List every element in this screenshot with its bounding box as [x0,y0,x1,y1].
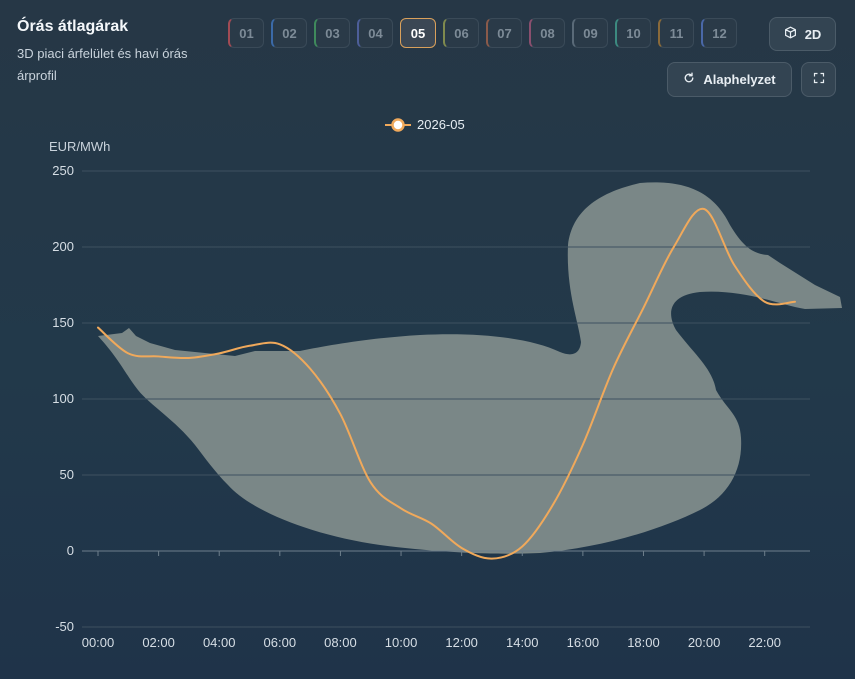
data-point[interactable] [217,351,221,355]
month-button-12[interactable]: 12 [701,18,737,48]
data-point[interactable] [278,342,282,346]
fullscreen-button[interactable] [801,62,836,97]
month-button-01[interactable]: 01 [228,18,264,48]
data-point[interactable] [490,557,494,561]
month-button-05[interactable]: 05 [400,18,436,48]
x-tick-label: 22:00 [748,635,781,650]
data-point[interactable] [460,546,464,550]
x-tick-label: 16:00 [567,635,600,650]
y-axis-unit: EUR/MWh [49,139,111,154]
month-button-08[interactable]: 08 [529,18,565,48]
duck-silhouette [98,182,842,554]
data-point[interactable] [338,412,342,416]
x-tick-label: 08:00 [324,635,357,650]
data-point[interactable] [126,351,130,355]
reset-button[interactable]: Alaphelyzet [667,62,792,97]
data-point[interactable] [641,306,645,310]
page-subtitle: 3D piaci árfelület és havi órás árprofil [17,46,188,83]
legend-marker [385,117,411,132]
legend-label: 2026-05 [417,117,465,132]
month-button-02[interactable]: 02 [271,18,307,48]
y-tick-label: 200 [52,239,74,254]
month-button-04[interactable]: 04 [357,18,393,48]
x-tick-label: 10:00 [385,635,418,650]
data-point[interactable] [429,522,433,526]
view-toggle-label: 2D [804,26,822,42]
y-tick-label: 250 [52,163,74,178]
data-point[interactable] [369,481,373,485]
y-tick-label: 0 [67,543,74,558]
y-tick-label: 100 [52,391,74,406]
data-point[interactable] [520,544,524,548]
page-title: Órás átlagárak [17,18,129,35]
data-point[interactable] [702,207,706,211]
data-point[interactable] [763,300,767,304]
data-point[interactable] [96,326,100,330]
reset-label: Alaphelyzet [703,72,776,87]
y-tick-label: 50 [60,467,74,482]
data-point[interactable] [248,344,252,348]
y-tick-label: 150 [52,315,74,330]
y-tick-label: -50 [55,619,74,634]
series-line-2026-05[interactable] [97,207,796,560]
data-point[interactable] [551,503,555,507]
x-tick-label: 12:00 [445,635,478,650]
cube-icon [784,26,797,42]
x-tick-label: 00:00 [82,635,115,650]
month-button-09[interactable]: 09 [572,18,608,48]
month-button-03[interactable]: 03 [314,18,350,48]
data-point[interactable] [793,300,797,304]
fullscreen-icon [813,72,825,87]
view-toggle-button[interactable]: 2D [769,17,836,51]
data-point[interactable] [581,443,585,447]
data-point[interactable] [308,367,312,371]
month-button-06[interactable]: 06 [443,18,479,48]
refresh-icon [683,72,695,87]
month-button-11[interactable]: 11 [658,18,694,48]
x-tick-label: 18:00 [627,635,660,650]
x-tick-label: 20:00 [688,635,721,650]
data-point[interactable] [732,263,736,267]
data-point[interactable] [611,367,615,371]
chart-legend[interactable]: 2026-05 [385,117,465,132]
month-button-10[interactable]: 10 [615,18,651,48]
x-tick-label: 14:00 [506,635,539,650]
x-tick-label: 04:00 [203,635,236,650]
month-selector: 01 02 03 04 05 06 07 08 09 10 11 12 [228,18,737,48]
data-point[interactable] [187,356,191,360]
data-point[interactable] [157,354,161,358]
x-tick-label: 02:00 [142,635,175,650]
month-button-07[interactable]: 07 [486,18,522,48]
x-tick-label: 06:00 [264,635,297,650]
data-point[interactable] [399,506,403,510]
data-point[interactable] [672,245,676,249]
